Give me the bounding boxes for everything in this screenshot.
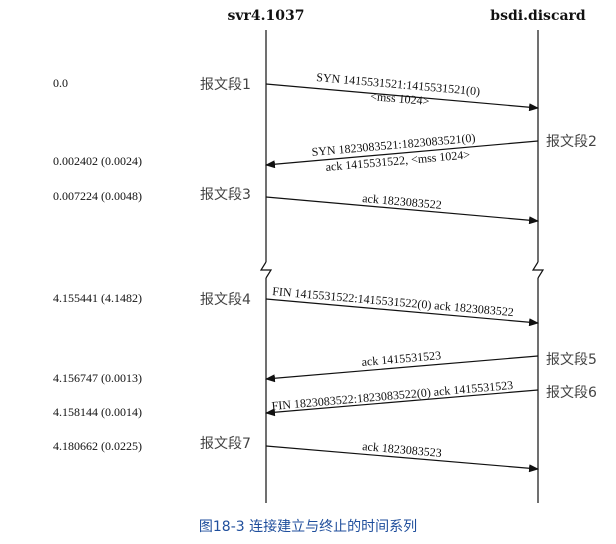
time-label: 0.002402 (0.0024) bbox=[53, 154, 142, 168]
segment-label: 报文段5 bbox=[546, 352, 597, 368]
time-label: 0.007224 (0.0048) bbox=[53, 189, 142, 203]
message-label: ack 1823083522 bbox=[362, 191, 443, 212]
segment-label: 报文段6 bbox=[546, 385, 597, 401]
segment-arrow-1: SYN 1415531521:1415531521(0) <mss 1024> bbox=[265, 70, 539, 112]
message-label: ack 1415531523 bbox=[361, 348, 442, 369]
left-timeline bbox=[259, 30, 273, 503]
segment-label: 报文段2 bbox=[546, 134, 597, 150]
time-label: 4.155441 (4.1482) bbox=[53, 291, 142, 305]
segment-arrow-2: SYN 1823083521:1823083521(0) ack 1415531… bbox=[265, 131, 539, 174]
segment-arrow-3: ack 1823083522 bbox=[265, 191, 539, 225]
segment-label: 报文段7 bbox=[200, 436, 251, 452]
host-right-label: bsdi.discard bbox=[490, 8, 586, 24]
segment-arrow-7: ack 1823083523 bbox=[265, 439, 539, 473]
host-left-label: svr4.1037 bbox=[228, 8, 305, 24]
figure-caption: 图18-3 连接建立与终止的时间系列 bbox=[199, 518, 417, 535]
message-label: <mss 1024> bbox=[370, 89, 430, 108]
message-label: FIN 1415531522:1415531522(0) ack 1823083… bbox=[272, 284, 515, 319]
segment-arrow-5: ack 1415531523 bbox=[265, 348, 539, 383]
time-label: 4.180662 (0.0225) bbox=[53, 439, 142, 453]
segment-arrow-6: FIN 1823083522:1823083522(0) ack 1415531… bbox=[265, 378, 539, 417]
time-label: 4.158144 (0.0014) bbox=[53, 405, 142, 419]
segment-label: 报文段1 bbox=[200, 77, 251, 93]
message-label: ack 1823083523 bbox=[362, 439, 443, 460]
time-label: 4.156747 (0.0013) bbox=[53, 371, 142, 385]
time-label: 0.0 bbox=[53, 76, 68, 90]
segment-label: 报文段4 bbox=[200, 292, 251, 308]
segment-label: 报文段3 bbox=[200, 187, 251, 203]
segment-arrow-4: FIN 1415531522:1415531522(0) ack 1823083… bbox=[265, 284, 539, 327]
right-timeline bbox=[531, 30, 545, 503]
